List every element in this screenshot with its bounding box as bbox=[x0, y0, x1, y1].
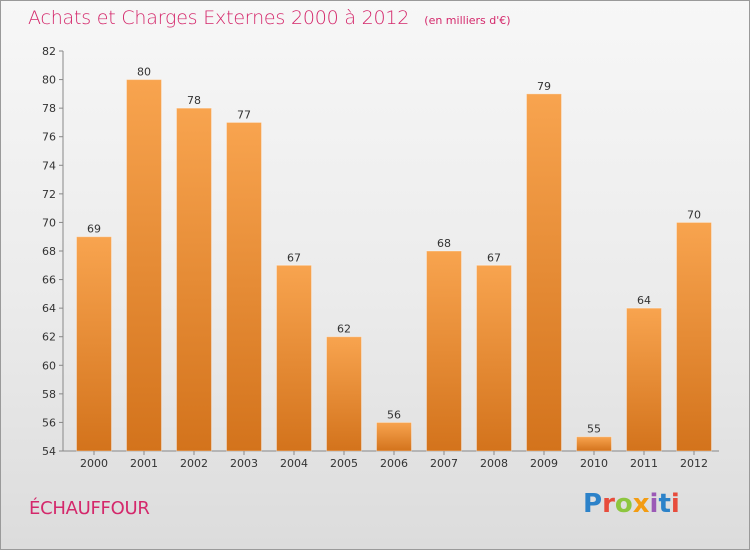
data-label: 56 bbox=[387, 408, 401, 421]
x-tick-label: 2005 bbox=[330, 457, 358, 470]
bar-2003 bbox=[226, 121, 262, 452]
y-tick-label: 68 bbox=[42, 245, 56, 258]
data-label: 69 bbox=[87, 223, 101, 236]
y-tick-label: 72 bbox=[42, 188, 56, 201]
data-label: 55 bbox=[587, 423, 601, 436]
y-tick-label: 56 bbox=[42, 416, 56, 429]
bar-2011 bbox=[626, 307, 662, 452]
data-label: 78 bbox=[187, 94, 201, 107]
data-label: 77 bbox=[237, 108, 251, 121]
logo-letter: x bbox=[632, 489, 650, 519]
y-tick-label: 60 bbox=[42, 359, 56, 372]
y-tick-label: 82 bbox=[42, 45, 56, 58]
x-tick-label: 2008 bbox=[480, 457, 508, 470]
logo-letter: i bbox=[670, 489, 680, 519]
proxiti-logo: Proxiti bbox=[583, 489, 680, 519]
y-tick-label: 78 bbox=[42, 102, 56, 115]
bar-2001 bbox=[126, 79, 162, 452]
data-label: 62 bbox=[337, 323, 351, 336]
bar-2002 bbox=[176, 107, 212, 452]
y-tick-label: 64 bbox=[42, 302, 56, 315]
data-label: 68 bbox=[437, 237, 451, 250]
logo-letter: o bbox=[614, 489, 633, 519]
x-tick-label: 2003 bbox=[230, 457, 258, 470]
chart-title: Achats et Charges Externes 2000 à 2012 bbox=[28, 7, 410, 29]
logo-letter: i bbox=[649, 489, 659, 519]
x-tick-label: 2000 bbox=[80, 457, 108, 470]
y-tick-label: 62 bbox=[42, 331, 56, 344]
chart-subtitle: (en milliers d'€) bbox=[424, 14, 511, 27]
bar-2008 bbox=[476, 264, 512, 452]
bar-2000 bbox=[76, 236, 112, 452]
y-tick-label: 70 bbox=[42, 216, 56, 229]
data-label: 67 bbox=[287, 251, 301, 264]
logo-letter: t bbox=[658, 489, 671, 519]
bar-2012 bbox=[676, 221, 712, 452]
y-tick-label: 66 bbox=[42, 274, 56, 287]
x-tick-label: 2011 bbox=[630, 457, 658, 470]
bar-2004 bbox=[276, 264, 312, 452]
data-label: 70 bbox=[687, 208, 701, 221]
x-tick-label: 2012 bbox=[680, 457, 708, 470]
data-label: 80 bbox=[137, 66, 151, 79]
plot-area: 54 56 58 60 62 64 66 68 70 72 74 76 78 80 82 69 2000 80 20… bbox=[42, 45, 719, 470]
logo-letter: P bbox=[583, 489, 603, 519]
data-label: 64 bbox=[637, 294, 651, 307]
bar-2007 bbox=[426, 250, 462, 452]
data-label: 67 bbox=[487, 251, 501, 264]
y-tick-label: 74 bbox=[42, 159, 56, 172]
x-tick-label: 2001 bbox=[130, 457, 158, 470]
x-tick-label: 2009 bbox=[530, 457, 558, 470]
logo-letter: r bbox=[602, 489, 615, 519]
y-tick-label: 58 bbox=[42, 388, 56, 401]
bar-2005 bbox=[326, 336, 362, 452]
bar-2006 bbox=[376, 421, 412, 452]
y-tick-label: 76 bbox=[42, 131, 56, 144]
bar-2009 bbox=[526, 93, 562, 452]
y-tick-label: 80 bbox=[42, 74, 56, 87]
x-tick-label: 2006 bbox=[380, 457, 408, 470]
x-tick-label: 2002 bbox=[180, 457, 208, 470]
x-tick-label: 2004 bbox=[280, 457, 308, 470]
bar-2010 bbox=[576, 436, 612, 452]
y-tick-label: 54 bbox=[42, 445, 56, 458]
x-tick-label: 2007 bbox=[430, 457, 458, 470]
chart-title-block: Achats et Charges Externes 2000 à 2012 (… bbox=[28, 7, 511, 29]
x-tick-label: 2010 bbox=[580, 457, 608, 470]
data-label: 79 bbox=[537, 80, 551, 93]
location-name: ÉCHAUFFOUR bbox=[29, 498, 150, 519]
